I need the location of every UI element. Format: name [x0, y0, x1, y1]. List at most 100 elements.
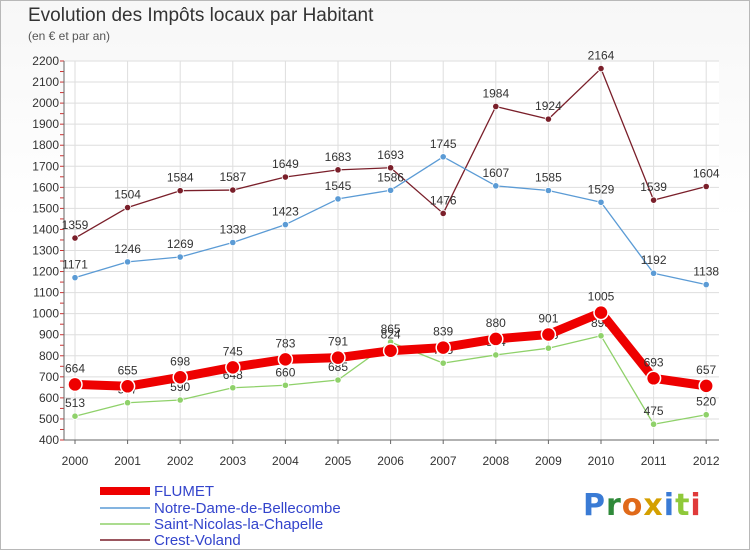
legend-entry: FLUMET	[154, 483, 214, 500]
data-label: 1338	[219, 222, 246, 236]
data-label: 880	[486, 316, 506, 330]
data-point	[540, 326, 557, 343]
data-point	[492, 351, 500, 359]
chart-subtitle: (en € et par an)	[28, 29, 111, 43]
data-label: 475	[644, 404, 664, 418]
data-label: 865	[381, 322, 401, 336]
x-tick-label: 2010	[588, 454, 615, 468]
y-tick-label: 500	[39, 412, 59, 426]
data-label: 1586	[377, 170, 404, 184]
data-label: 1504	[114, 188, 141, 202]
data-point	[439, 209, 447, 218]
data-point	[176, 187, 184, 195]
chart-title: Evolution des Impôts locaux par Habitant	[28, 5, 374, 26]
data-label: 1587	[219, 170, 246, 184]
data-point	[330, 349, 346, 366]
data-point	[544, 186, 553, 195]
data-label: 1171	[62, 258, 88, 272]
data-label: 745	[223, 344, 243, 358]
x-tick-label: 2012	[693, 454, 720, 468]
data-label: 1192	[641, 253, 667, 267]
y-tick-label: 900	[39, 328, 59, 342]
legend-entry: Saint-Nicolas-la-Chapelle	[154, 516, 323, 533]
x-tick-label: 2008	[482, 454, 509, 468]
brand-letter: t	[675, 488, 691, 523]
data-point	[124, 399, 132, 407]
data-point	[334, 376, 342, 384]
data-point	[176, 253, 184, 261]
data-label: 657	[696, 363, 716, 377]
data-point	[277, 351, 294, 368]
data-point	[492, 182, 500, 190]
y-tick-label: 1800	[32, 138, 59, 152]
data-label: 1745	[430, 137, 457, 151]
data-label: 1683	[325, 150, 352, 164]
x-tick-label: 2011	[641, 454, 667, 468]
data-point	[229, 186, 237, 194]
data-point	[645, 370, 662, 387]
x-tick-label: 2000	[62, 454, 89, 468]
data-label: 590	[170, 380, 190, 394]
data-point	[544, 344, 553, 352]
legend-entry: Crest-Voland	[154, 532, 241, 549]
data-label: 1649	[272, 157, 299, 171]
data-point	[698, 378, 714, 394]
data-label: 660	[275, 365, 295, 379]
data-label: 1539	[640, 180, 667, 194]
data-point	[71, 234, 79, 242]
data-label: 1423	[272, 205, 299, 219]
brand-letter: i	[690, 488, 702, 523]
data-point	[649, 420, 658, 428]
data-label: 1545	[325, 179, 352, 193]
data-label: 513	[65, 396, 85, 410]
data-point	[702, 411, 710, 419]
data-label: 1924	[535, 99, 562, 113]
data-label: 664	[65, 361, 85, 375]
data-label: 791	[328, 335, 348, 349]
brand-letter: x	[643, 488, 664, 523]
y-tick-label: 700	[39, 370, 59, 384]
data-label: 901	[538, 312, 558, 326]
data-point	[334, 166, 342, 174]
data-label: 698	[170, 354, 190, 368]
data-point	[649, 269, 658, 277]
x-tick-label: 2006	[377, 454, 404, 468]
y-tick-label: 1900	[32, 117, 59, 131]
data-point	[229, 238, 237, 247]
data-label: 839	[433, 325, 453, 339]
brand-letter: r	[606, 488, 622, 523]
y-tick-label: 2200	[32, 54, 59, 68]
data-point	[492, 102, 500, 111]
brand-letter: o	[621, 488, 644, 523]
data-label: 1607	[482, 166, 509, 180]
y-tick-label: 1200	[32, 265, 59, 279]
data-point	[229, 384, 237, 392]
y-tick-label: 1300	[32, 244, 59, 258]
data-point	[702, 281, 710, 289]
data-point	[435, 339, 451, 356]
brand-logo: Proxiti	[583, 488, 702, 523]
data-label: 1529	[588, 182, 615, 196]
y-tick-label: 2000	[32, 96, 59, 110]
data-label: 1246	[114, 242, 141, 256]
data-point	[439, 359, 447, 367]
data-point	[544, 115, 553, 123]
x-tick-label: 2005	[325, 454, 352, 468]
data-point	[124, 203, 132, 212]
y-tick-label: 400	[39, 433, 59, 447]
x-tick-label: 2007	[430, 454, 457, 468]
data-point	[176, 396, 184, 404]
data-label: 1693	[377, 148, 404, 162]
brand-letter: P	[583, 488, 606, 523]
data-label: 1585	[535, 170, 562, 184]
data-label: 783	[275, 336, 295, 350]
data-point	[71, 274, 79, 282]
data-label: 1984	[482, 86, 509, 100]
x-tick-label: 2009	[535, 454, 562, 468]
x-tick-label: 2004	[272, 454, 299, 468]
data-label: 2164	[588, 49, 615, 63]
data-label: 693	[644, 355, 664, 369]
y-tick-label: 1000	[32, 307, 59, 321]
y-tick-label: 1100	[33, 286, 59, 300]
